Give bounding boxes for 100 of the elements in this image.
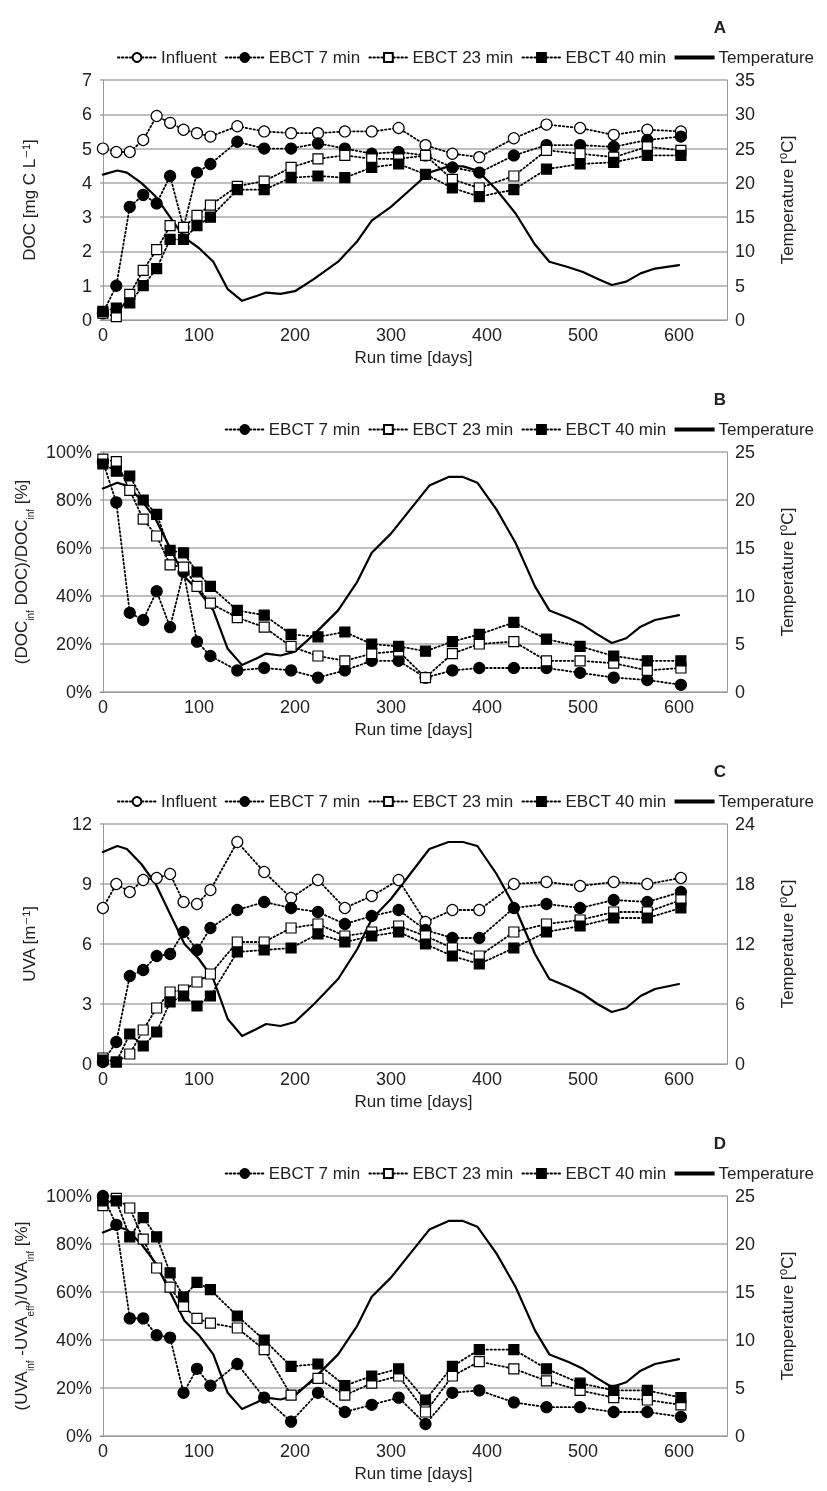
y2-tick-label: 5 xyxy=(735,634,746,654)
x-tick-label: 500 xyxy=(567,1069,598,1089)
y2-tick-label: 25 xyxy=(735,1186,756,1206)
y2-tick-label: 10 xyxy=(735,586,756,606)
y2-tick-label: 10 xyxy=(735,1330,756,1350)
legend-label: Influent xyxy=(161,48,218,67)
x-tick-label: 0 xyxy=(97,325,108,345)
legend-label: EBCT 40 min xyxy=(565,792,667,811)
legend-label: EBCT 7 min xyxy=(268,48,361,67)
y2-tick-label: 0 xyxy=(735,682,746,702)
y-tick-label: 100% xyxy=(45,442,92,462)
y2-tick-label: 12 xyxy=(735,934,756,954)
y-tick-label: 4 xyxy=(81,172,92,193)
y2-tick-label: 30 xyxy=(735,104,756,125)
y2-tick-label: 0 xyxy=(735,310,746,330)
y2-tick-label: 0 xyxy=(735,1054,746,1074)
x-tick-label: 400 xyxy=(471,325,502,345)
legend-label: EBCT 40 min xyxy=(565,420,667,439)
chart-title: A xyxy=(713,18,726,37)
x-tick-label: 500 xyxy=(567,1441,598,1461)
y2-tick-label: 18 xyxy=(735,874,756,894)
y-tick-label: 0 xyxy=(81,310,92,330)
x-tick-label: 200 xyxy=(279,1069,310,1089)
y2-tick-label: 10 xyxy=(735,241,756,262)
y2-tick-label: 15 xyxy=(735,1282,756,1302)
legend-label: EBCT 7 min xyxy=(268,420,361,439)
x-tick-label: 500 xyxy=(567,697,598,717)
y2-axis-title: Temperature [⁰C] xyxy=(778,135,797,265)
y-tick-label: 3 xyxy=(81,207,92,228)
legend-label: EBCT 23 min xyxy=(412,1164,514,1183)
x-tick-label: 0 xyxy=(97,1069,108,1089)
y-tick-label: 80% xyxy=(55,490,92,510)
legend-label: EBCT 40 min xyxy=(565,1164,667,1183)
x-tick-label: 300 xyxy=(375,325,406,345)
x-tick-label: 600 xyxy=(663,1441,695,1461)
legend-label: EBCT 7 min xyxy=(268,792,361,811)
y-tick-label: 40% xyxy=(55,1330,92,1350)
x-tick-label: 0 xyxy=(97,697,108,717)
y-tick-label: 20% xyxy=(55,1378,92,1398)
x-tick-label: 100 xyxy=(183,325,214,345)
y-tick-label: 60% xyxy=(55,1282,92,1302)
y2-tick-label: 25 xyxy=(735,138,756,159)
x-tick-label: 0 xyxy=(97,1441,108,1461)
x-tick-label: 100 xyxy=(183,1069,214,1089)
chart-title: C xyxy=(713,762,726,781)
legend-label: Temperature xyxy=(718,1164,814,1183)
x-tick-label: 500 xyxy=(567,325,598,345)
y-tick-label: 40% xyxy=(55,586,92,606)
legend-label: Temperature xyxy=(718,420,814,439)
y2-axis-title: Temperature [⁰C] xyxy=(778,1251,797,1381)
x-tick-label: 400 xyxy=(471,1441,502,1461)
x-tick-label: 400 xyxy=(471,1069,502,1089)
x-tick-label: 200 xyxy=(279,697,310,717)
y2-tick-label: 6 xyxy=(735,994,746,1014)
y-tick-label: 60% xyxy=(55,538,92,558)
y2-tick-label: 5 xyxy=(735,275,746,296)
y2-tick-label: 24 xyxy=(735,814,756,834)
y-tick-label: 3 xyxy=(81,994,92,1014)
x-tick-label: 600 xyxy=(663,325,695,345)
y-tick-label: 100% xyxy=(45,1186,92,1206)
x-tick-label: 100 xyxy=(183,697,214,717)
legend-label: Influent xyxy=(161,792,218,811)
y-axis-title: (DOCinf DOC)/DOCinf [%] xyxy=(12,479,36,665)
legend-label: EBCT 40 min xyxy=(565,48,667,67)
y-axis-title: UVA [m⁻¹] xyxy=(20,906,39,982)
y-tick-label: 0 xyxy=(81,1054,92,1074)
x-axis-title: Run time [days] xyxy=(354,719,473,739)
y-tick-label: 9 xyxy=(81,874,92,894)
y2-tick-label: 5 xyxy=(735,1378,746,1398)
legend-label: EBCT 23 min xyxy=(412,420,514,439)
y2-tick-label: 20 xyxy=(735,1234,756,1254)
y-axis-title: DOC [mg C L⁻¹] xyxy=(20,139,39,261)
x-axis-title: Run time [days] xyxy=(354,347,473,367)
legend-label: Temperature xyxy=(718,48,814,67)
y-tick-label: 20% xyxy=(55,634,92,654)
y-tick-label: 6 xyxy=(81,104,92,125)
y2-tick-label: 35 xyxy=(735,70,756,90)
x-tick-label: 300 xyxy=(375,697,406,717)
x-tick-label: 400 xyxy=(471,697,502,717)
y-tick-label: 7 xyxy=(81,70,92,90)
chart-title: B xyxy=(713,390,726,409)
y-tick-label: 0% xyxy=(65,1426,92,1446)
y-tick-label: 6 xyxy=(81,934,92,954)
y2-axis-title: Temperature [⁰C] xyxy=(778,507,797,637)
y-tick-label: 2 xyxy=(81,241,92,262)
x-axis-title: Run time [days] xyxy=(354,1463,473,1483)
x-tick-label: 100 xyxy=(183,1441,214,1461)
legend-label: Temperature xyxy=(718,792,814,811)
chart-title: D xyxy=(713,1134,726,1153)
legend-label: EBCT 23 min xyxy=(412,792,514,811)
y2-tick-label: 15 xyxy=(735,538,756,558)
y-tick-label: 80% xyxy=(55,1234,92,1254)
y2-tick-label: 20 xyxy=(735,490,756,510)
y-tick-label: 12 xyxy=(71,814,92,834)
x-tick-label: 300 xyxy=(375,1069,406,1089)
x-tick-label: 200 xyxy=(279,1441,310,1461)
x-tick-label: 200 xyxy=(279,325,310,345)
y-tick-label: 5 xyxy=(81,138,92,159)
y2-axis-title: Temperature [⁰C] xyxy=(778,879,797,1009)
legend-label: EBCT 23 min xyxy=(412,48,514,67)
